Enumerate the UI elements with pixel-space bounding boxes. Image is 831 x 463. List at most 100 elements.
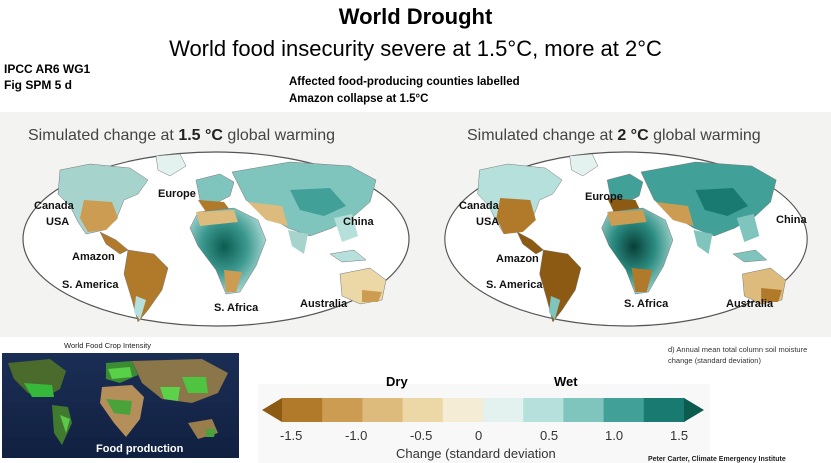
map-2-sahara (607, 210, 647, 226)
legend-tick-label: 0 (475, 428, 483, 443)
legend-tick-label: -1.0 (345, 428, 368, 443)
notes: Affected food-producing counties labelle… (289, 74, 520, 108)
map-1-indonesia (329, 249, 367, 263)
map-2-south-america (539, 249, 582, 323)
legend-tick-label: -1.5 (280, 428, 303, 443)
legend-swatch (362, 398, 404, 422)
figure-reference: IPCC AR6 WG1 Fig SPM 5 d (4, 61, 90, 93)
legend-axis-label: Change (standard deviation (396, 446, 556, 461)
map-1-usa-dry (80, 200, 118, 232)
map-1-greenland (155, 153, 187, 177)
legend-swatch (402, 398, 444, 422)
map-1-central-america (99, 231, 129, 255)
legend-arrow-left (262, 398, 282, 422)
crop-map-china-crops (182, 377, 208, 393)
map-2-india (693, 230, 713, 254)
figure-footnote: d) Annual mean total column soil moistur… (668, 345, 808, 365)
inset-title: World Food Crop Intensity (64, 341, 151, 350)
page-subtitle: World food insecurity severe at 1.5°C, m… (169, 36, 662, 61)
legend-swatch (523, 398, 564, 422)
map-2-middle-east (656, 202, 694, 226)
map-1-5c (22, 151, 410, 327)
map-1-australia-south-dry (362, 290, 382, 302)
map-2-label-china: China (776, 214, 807, 226)
credit: Peter Carter, Climate Emergency Institut… (648, 456, 786, 463)
legend-swatch (483, 398, 524, 422)
crop-map-africa-crops (106, 399, 132, 415)
map-1-label-australia: Australia (300, 298, 348, 310)
map-2c (444, 151, 808, 327)
note-line-2: Amazon collapse at 1.5°C (289, 93, 429, 105)
legend-wet-label: Wet (554, 374, 578, 389)
crop-map-usa-crops (24, 383, 54, 397)
map-2-indonesia (732, 249, 768, 263)
note-line-1: Affected food-producing counties labelle… (289, 76, 520, 88)
map-1-india (288, 230, 308, 254)
map-2-central-america (516, 231, 544, 255)
crop-map-india-crops (160, 387, 180, 401)
legend-swatch (603, 398, 645, 422)
map-1-europe (195, 173, 235, 205)
panel-1-title-prefix: Simulated change at (28, 127, 179, 144)
map-2-label-amazon: Amazon (496, 253, 539, 265)
map-1-label-china: China (343, 216, 374, 228)
map-2-greenland (569, 153, 599, 177)
legend-dry-label: Dry (386, 374, 408, 389)
map-1-label-canada: Canada (34, 200, 74, 212)
map-1-south-america-south (134, 296, 146, 320)
legend-swatch (563, 398, 605, 422)
legend-tick-label: 1.0 (605, 428, 624, 443)
page-title: World Drought (338, 4, 493, 29)
legend-swatch (442, 398, 484, 422)
map-2-label-australia: Australia (726, 298, 774, 310)
map-2-label-s-africa: S. Africa (624, 298, 669, 310)
legend-tick-label: 0.5 (540, 428, 559, 443)
inset-label: Food production (96, 443, 184, 455)
map-1-label-amazon: Amazon (72, 251, 115, 263)
crop-map-australia-crops (206, 429, 216, 437)
map-1-sahara (196, 210, 238, 226)
map-2-label-europe: Europe (585, 191, 623, 203)
map-2-label-usa: USA (476, 216, 500, 228)
panel-2-title-prefix: Simulated change at (467, 127, 618, 144)
map-1-central-asia-wet (290, 188, 346, 216)
legend-tick-label: 1.5 (670, 428, 689, 443)
map-2-usa-dry (496, 198, 536, 234)
map-1-africa (189, 207, 267, 295)
map-1-mediterranean-dry (198, 200, 230, 212)
crop-map-south-america (52, 405, 72, 445)
map-2-central-asia-wet (695, 188, 749, 216)
map-1-china-east (334, 214, 358, 242)
panel-1-title-value: 1.5 °C (178, 127, 223, 144)
map-2-africa (601, 207, 674, 295)
map-1-middle-east (248, 202, 288, 226)
map-1-label-s-america: S. America (62, 279, 119, 291)
panel-1-title: Simulated change at 1.5 °C global warmin… (28, 127, 335, 145)
map-2-australia-south-dry (761, 288, 782, 302)
map-1-label-usa: USA (46, 216, 70, 228)
crop-map-europe-crops (108, 367, 132, 379)
map-2-china-east (736, 214, 760, 242)
legend-swatch (322, 398, 363, 422)
reference-line-2: Fig SPM 5 d (4, 78, 73, 92)
map-1-label-s-africa: S. Africa (214, 302, 259, 314)
panel-1-title-suffix: global warming (222, 127, 336, 144)
map-2-label-canada: Canada (459, 200, 499, 212)
map-2-south-america-south (549, 296, 561, 320)
map-1-label-europe: Europe (158, 188, 196, 200)
panel-2-title-value: 2 °C (617, 127, 649, 144)
crop-map-brazil-crops (60, 415, 70, 433)
legend-colorbar (262, 398, 704, 422)
map-1-south-africa-dry (224, 270, 242, 292)
map-2-south-africa-dry (631, 268, 653, 292)
legend-arrow-right (684, 398, 704, 422)
legend-swatch (643, 398, 685, 422)
crop-intensity-map (2, 353, 239, 458)
reference-line-1: IPCC AR6 WG1 (4, 62, 91, 76)
legend-tick-label: -0.5 (410, 428, 433, 443)
legend-background (258, 384, 710, 463)
legend-swatch (282, 398, 323, 422)
map-2-label-s-america: S. America (486, 279, 543, 291)
panel-2-title: Simulated change at 2 °C global warming (467, 127, 761, 145)
panel-2-title-suffix: global warming (648, 127, 761, 144)
